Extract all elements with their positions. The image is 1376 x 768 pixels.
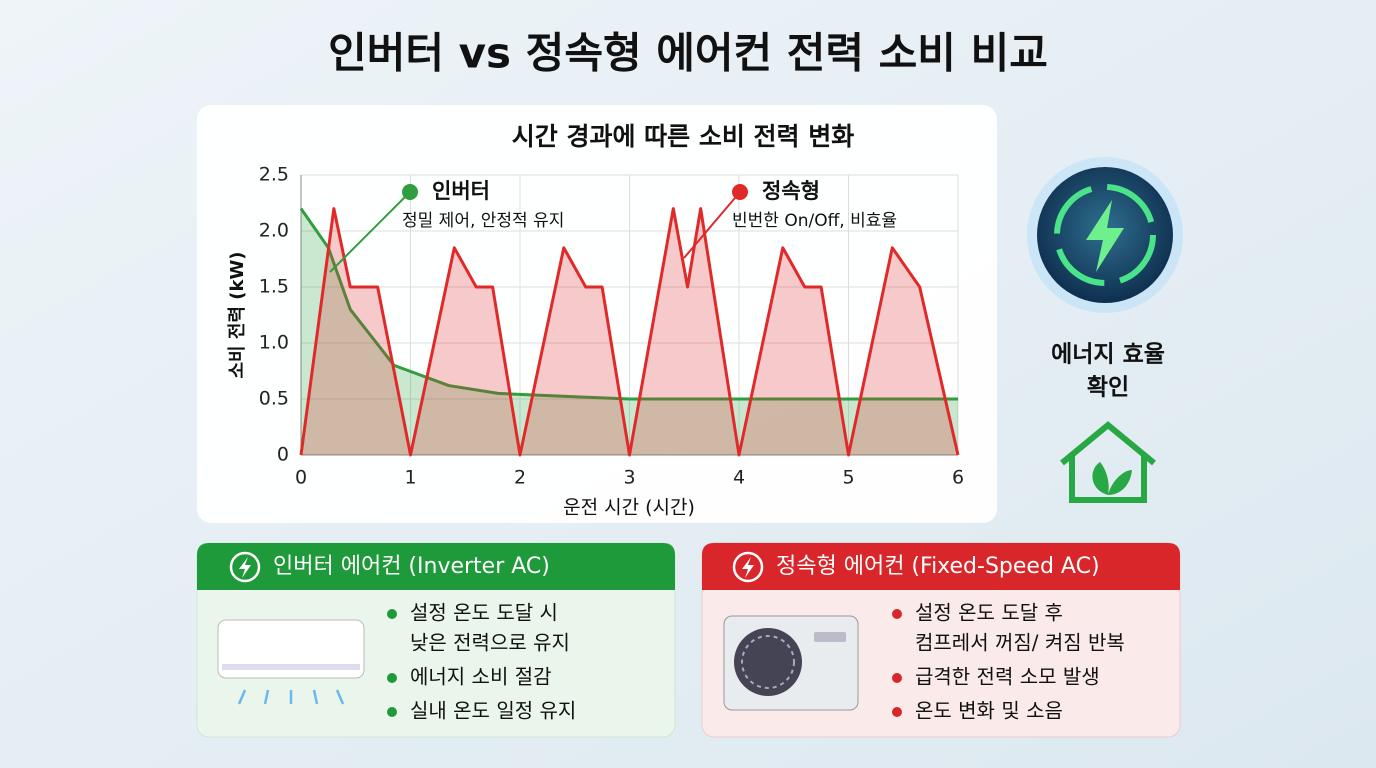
bullet-text: 설정 온도 도달 후 [915, 601, 1063, 625]
icon-bolt [1086, 200, 1124, 272]
card-title: 정속형 에어컨 (Fixed-Speed AC) [776, 554, 1100, 579]
bullet-dot [892, 707, 902, 717]
card-icon [742, 557, 754, 578]
legend-marker [732, 184, 748, 200]
x-tick-label: 4 [733, 467, 745, 489]
ac-unit [217, 619, 365, 679]
y-tick-label: 2.5 [259, 164, 289, 186]
bullet-text: 온도 변화 및 소음 [915, 699, 1063, 723]
bullet-text: 낮은 전력으로 유지 [410, 631, 570, 655]
card-title: 인버터 에어컨 (Inverter AC) [273, 554, 550, 579]
bullet-text: 실내 온도 일정 유지 [410, 699, 576, 723]
x-tick-label: 2 [514, 467, 526, 489]
bullet-dot [387, 609, 397, 619]
ac-vent [222, 664, 360, 670]
card-header [197, 543, 675, 590]
leader-line [329, 191, 411, 273]
bullet-dot [892, 609, 902, 619]
card-icon [229, 551, 261, 583]
line [299, 207, 960, 457]
legend-marker [402, 184, 418, 200]
chart-title: 시간 경과에 따른 소비 전력 변화 [512, 122, 855, 151]
x-tick-label: 0 [295, 467, 307, 489]
side-label: 확인 [1087, 375, 1129, 401]
bullet-text: 에너지 소비 절감 [410, 665, 552, 689]
bullet-dot [892, 673, 902, 683]
x-axis-label: 운전 시간 (시간) [563, 497, 695, 519]
chart-card [197, 105, 997, 523]
y-tick-label: 0 [277, 444, 289, 466]
y-tick-label: 1.0 [259, 332, 289, 354]
bullet-text: 컴프레서 꺼짐/ 켜짐 반복 [915, 631, 1125, 655]
card-header [702, 543, 1180, 590]
y-tick-label: 0.5 [259, 388, 289, 410]
icon-ring [1054, 184, 1156, 286]
fan [734, 628, 802, 696]
fixed-card: 정속형 에어컨 (Fixed-Speed AC) [701, 542, 1181, 738]
y-axis-label: 소비 전력 (kW) [227, 251, 248, 378]
x-tick-label: 5 [842, 467, 854, 489]
house-icon [1060, 421, 1156, 503]
fan-grill [741, 635, 795, 689]
bullet-text: 설정 온도 도달 시 [410, 601, 558, 625]
page-title: 인버터 vs 정속형 에어컨 전력 소비 비교 [328, 29, 1048, 78]
leaf-icon [1092, 462, 1132, 495]
card-icon [239, 557, 251, 578]
y-tick-label: 2.0 [259, 220, 289, 242]
side-label: 에너지 효율 [1051, 342, 1165, 368]
area [301, 208, 958, 455]
leader-line [683, 191, 741, 259]
line [299, 207, 958, 401]
y-tick-label: 1.5 [259, 276, 289, 298]
annotation: 빈번한 On/Off, 비효율 [732, 211, 897, 231]
bullet-dot [387, 707, 397, 717]
legend-label: 정속형 [762, 179, 820, 203]
airflow [237, 689, 345, 705]
card-icon [732, 551, 764, 583]
inverter-card: 인버터 에어컨 (Inverter AC) [196, 542, 676, 738]
x-tick-label: 6 [952, 467, 964, 489]
bullet-dot [387, 673, 397, 683]
x-tick-label: 3 [623, 467, 635, 489]
legend-label: 인버터 [432, 179, 490, 203]
unit-panel [814, 632, 846, 642]
x-tick-label: 1 [404, 467, 416, 489]
annotation: 정밀 제어, 안정적 유지 [402, 211, 564, 231]
bullet-text: 급격한 전력 소모 발생 [915, 665, 1100, 689]
